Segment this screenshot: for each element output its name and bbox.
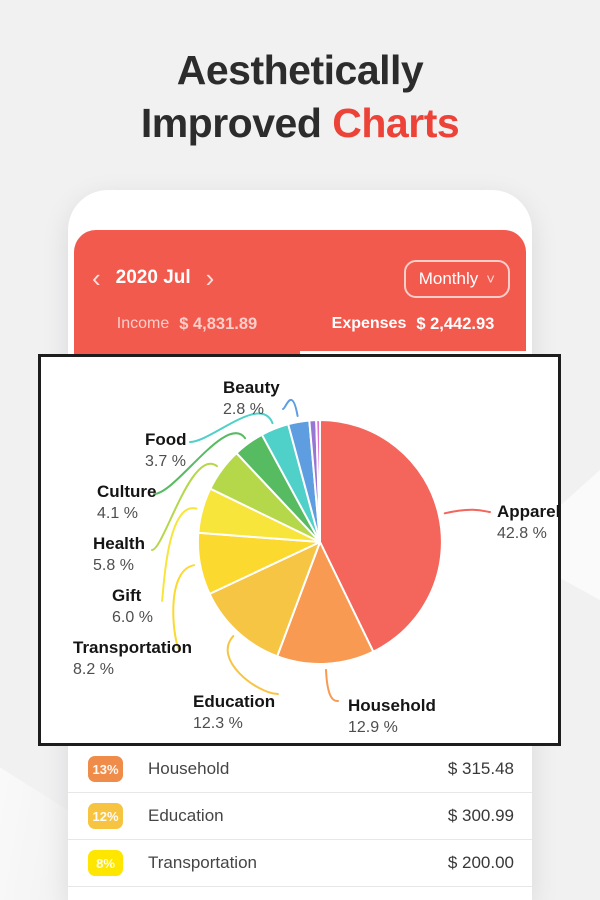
income-expense-tabs: Income $ 4,831.89 Expenses $ 2,442.93 (74, 307, 526, 355)
title-accent: Charts (332, 100, 460, 146)
page-title: Aesthetically Improved Charts (0, 44, 600, 150)
leader-line-health (151, 462, 218, 551)
pie-label-beauty: Beauty 2.8 % (223, 378, 280, 418)
expense-row-household[interactable]: 13% Household $ 315.48 (68, 746, 532, 793)
percent-badge: 13% (88, 756, 123, 782)
pie-label-transportation: Transportation 8.2 % (73, 638, 193, 678)
pie-label-food: Food 3.7 % (145, 430, 187, 470)
pie-label-gift: Gift 6.0 % (112, 586, 153, 626)
leader-line-transportation (172, 564, 196, 651)
pie-slice-other-10[interactable] (315, 419, 321, 543)
tab-expenses[interactable]: Expenses $ 2,442.93 (300, 307, 526, 355)
chevron-down-icon: ˅ (486, 270, 495, 288)
leader-line-gift (161, 507, 198, 602)
pie-label-household: Household 12.9 % (348, 696, 436, 736)
percent-badge: 12% (88, 803, 123, 829)
pie-slice-education[interactable] (208, 541, 321, 658)
period-type-dropdown[interactable]: Monthly ˅ (403, 260, 510, 298)
category-label: Transportation (148, 853, 257, 872)
active-tab-indicator (300, 351, 526, 355)
app-header: ‹ 2020 Jul › Monthly ˅ Income $ 4,831.89… (74, 230, 526, 355)
pie-label-culture: Culture 4.1 % (97, 482, 157, 522)
expense-row-partial (68, 887, 532, 900)
pie-label-apparel: Apparel 42.8 % (497, 502, 561, 542)
pie-label-health: Health 5.8 % (93, 534, 145, 574)
tab-expenses-amount: $ 2,442.93 (416, 314, 495, 333)
category-label: Education (148, 806, 224, 825)
leader-line-education (226, 635, 279, 695)
expense-row-transportation[interactable]: 8% Transportation $ 200.00 (68, 840, 532, 887)
pie-label-education: Education 12.3 % (193, 692, 276, 732)
tab-expenses-label: Expenses (331, 315, 407, 332)
pie-chart (151, 398, 491, 703)
amount-value: $ 200.00 (447, 853, 514, 872)
expense-list: 13% Household $ 315.48 12% Education $ 3… (68, 746, 532, 900)
leader-line-household (325, 668, 339, 703)
leader-line-culture (153, 432, 247, 495)
category-label: Household (148, 759, 230, 778)
tab-income-label: Income (116, 315, 170, 332)
chevron-right-icon[interactable]: › (205, 263, 215, 293)
date-navigator: ‹ 2020 Jul › (92, 262, 214, 294)
leader-line-apparel (443, 508, 491, 515)
percent-badge: 8% (88, 850, 123, 876)
pie-chart-card: Apparel 42.8 % Household 12.9 % Educatio… (38, 354, 561, 746)
title-line1: Aesthetically (176, 47, 424, 93)
period-type-label: Monthly (418, 269, 479, 288)
leader-line-food (189, 412, 274, 443)
period-label: 2020 Jul (115, 267, 191, 288)
expense-row-education[interactable]: 12% Education $ 300.99 (68, 793, 532, 840)
amount-value: $ 315.48 (447, 759, 514, 778)
pie-slice-household[interactable] (276, 541, 375, 666)
pie-slice-apparel[interactable] (319, 419, 443, 653)
leader-line-beauty (282, 398, 299, 417)
amount-value: $ 300.99 (447, 806, 514, 825)
tab-income[interactable]: Income $ 4,831.89 (74, 307, 300, 355)
chevron-left-icon[interactable]: ‹ (92, 263, 101, 293)
tab-income-amount: $ 4,831.89 (179, 314, 258, 333)
title-line2: Improved Charts (140, 100, 460, 146)
